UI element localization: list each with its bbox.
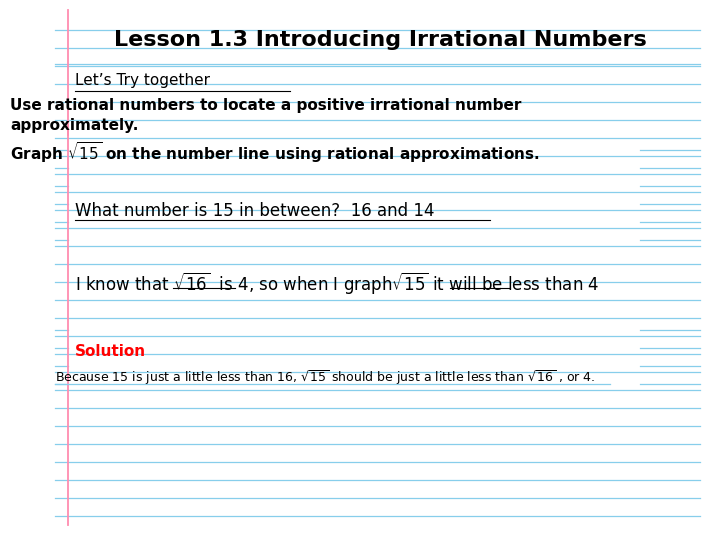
Text: Because 15 is just a little less than 16, $\sqrt{15}$ should be just a little le: Because 15 is just a little less than 16… [55,368,595,387]
Text: Let’s Try together: Let’s Try together [75,73,210,88]
Text: Graph $\sqrt{15}$ on the number line using rational approximations.: Graph $\sqrt{15}$ on the number line usi… [10,140,539,165]
Text: Solution: Solution [75,344,146,359]
Text: Use rational numbers to locate a positive irrational number: Use rational numbers to locate a positiv… [10,98,521,113]
Text: approximately.: approximately. [10,118,138,133]
Text: I know that $\sqrt{16}$  is 4, so when I graph$\sqrt{15}$ it will be less than 4: I know that $\sqrt{16}$ is 4, so when I … [75,270,600,296]
Text: What number is 15 in between?  16 and 14: What number is 15 in between? 16 and 14 [75,202,434,220]
Text: Lesson 1.3 Introducing Irrational Numbers: Lesson 1.3 Introducing Irrational Number… [114,30,647,50]
